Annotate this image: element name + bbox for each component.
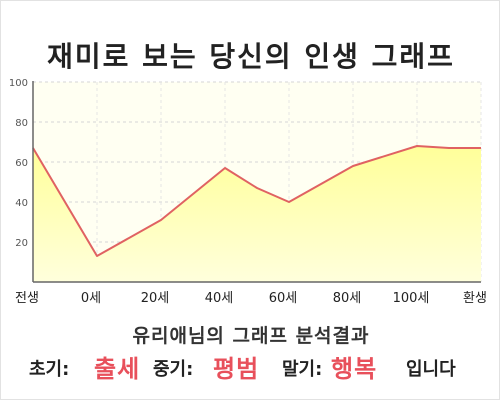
x-tick-label: 환생 <box>463 291 487 306</box>
middle-label: 중기: <box>153 359 194 380</box>
x-tick-label: 20세 <box>141 291 170 306</box>
late-value: 행복 <box>331 355 378 383</box>
early-value: 출세 <box>94 355 141 383</box>
x-tick-label: 0세 <box>81 291 101 306</box>
middle-value: 평범 <box>213 355 260 383</box>
x-tick-label: 40세 <box>205 291 234 306</box>
result-suffix: 입니다 <box>406 359 456 380</box>
y-tick-label: 100 <box>9 78 28 89</box>
x-tick-label: 80세 <box>333 291 362 306</box>
life-area-fill <box>33 146 481 282</box>
page-title: 재미로 보는 당신의 인생 그래프 <box>47 40 455 73</box>
y-tick-label: 60 <box>15 158 28 169</box>
x-tick-labels: 전생 0세 20세 40세 60세 80세 100세 환생 <box>15 291 487 306</box>
x-tick-label: 100세 <box>393 291 430 306</box>
early-label: 초기: <box>29 359 70 380</box>
late-label: 말기: <box>282 359 323 380</box>
x-tick-label: 전생 <box>15 291 39 306</box>
life-graph-chart: 20 40 60 80 100 전생 0세 20세 40세 60세 80세 100세 환생 <box>9 78 487 306</box>
y-tick-label: 80 <box>15 118 28 129</box>
y-tick-labels: 20 40 60 80 100 <box>9 78 28 249</box>
y-tick-label: 20 <box>15 238 28 249</box>
x-tick-label: 60세 <box>269 291 298 306</box>
life-line-series <box>32 145 481 257</box>
result-heading: 유리애님의 그래프 분석결과 <box>132 325 370 347</box>
y-tick-label: 40 <box>15 198 28 209</box>
